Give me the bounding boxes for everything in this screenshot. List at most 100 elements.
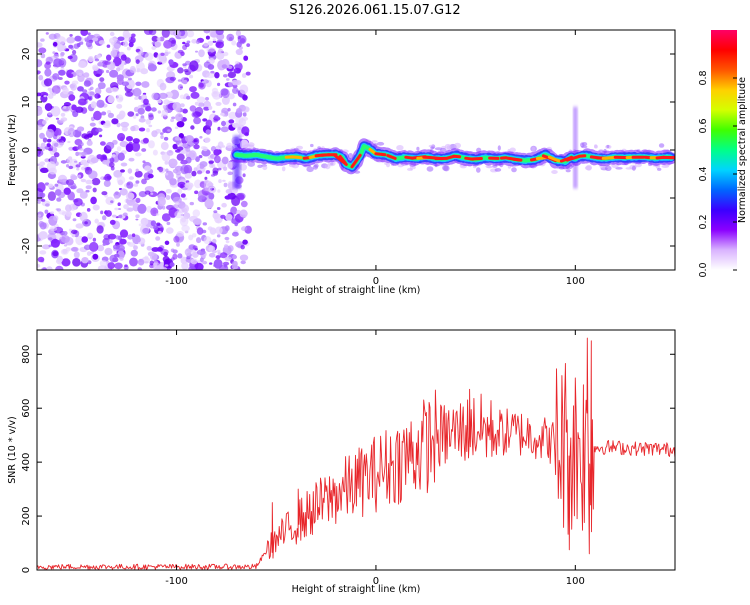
spectrogram-noise-blob [242,240,248,245]
spectrogram-noise-blob [240,210,248,218]
spectrogram-noise-blob [224,244,228,248]
spectrogram-halo-blob [566,169,571,172]
spectrogram-noise-blob [129,258,138,267]
spectrogram-noise-blob [146,128,150,132]
spectrogram-noise-blob [150,193,153,195]
spectrogram-noise-blob [34,59,43,67]
spectrogram-noise-blob [228,245,234,252]
spectrogram-noise-blob [80,191,88,199]
spectrogram-halo-blob [396,145,403,150]
spectrogram-noise-blob [118,153,125,161]
spectrogram-noise-blob [105,210,112,217]
spectrogram-noise-blob [87,32,91,35]
spectrogram-noise-blob [67,191,75,200]
spectrogram-noise-blob [164,260,171,265]
spectrogram-noise-blob [157,247,163,252]
spectrogram-noise-blob [214,72,219,78]
spectrogram-noise-blob [161,142,169,150]
spectrogram-noise-blob [47,139,51,143]
spectrogram-noise-blob [90,87,94,90]
spectrogram-noise-blob [186,96,190,100]
spectrogram-noise-blob [206,120,213,128]
spectrogram-noise-blob [175,113,183,121]
spectrogram-noise-blob [153,225,158,230]
spectrogram-noise-blob [141,148,146,152]
spectrogram-noise-blob [52,51,55,54]
spectrogram-noise-blob [120,169,125,172]
spectrogram-noise-blob [78,175,81,178]
colorbar-tick-label: 0.4 [698,166,709,181]
spectrogram-noise-blob [208,64,215,70]
spectrogram-noise-blob [136,237,141,242]
spectrogram-noise-blob [82,89,87,93]
spectrogram-noise-blob [192,111,201,118]
spectrogram-noise-blob [165,241,170,245]
spectrogram-noise-blob [138,51,144,56]
spectrogram-noise-blob [111,50,118,57]
spectrogram-noise-blob [223,74,228,77]
spectrogram-noise-blob [108,262,115,269]
spectrogram-noise-blob [223,52,228,56]
spectrogram-noise-blob [231,40,236,45]
spectrogram-noise-blob [209,253,216,258]
spectrogram-noise-blob [139,118,146,123]
spectrogram-noise-blob [180,95,185,99]
spectrogram-noise-blob [70,175,77,180]
spectrogram-noise-blob [88,170,97,179]
spectrogram-noise-blob [165,264,169,266]
spectrogram-noise-blob [151,107,157,111]
spectrogram-noise-blob [174,211,183,219]
spectrogram-noise-blob [164,52,169,56]
spectrogram-noise-blob [46,129,54,138]
spectrogram-noise-blob [173,31,182,37]
spectrogram-noise-blob [68,94,75,101]
spectrogram-noise-blob [217,127,220,131]
spectrogram-noise-blob [109,240,113,244]
spectrogram-halo-blob [445,144,451,149]
spectrogram-noise-blob [37,201,40,204]
spectrogram-noise-blob [90,197,97,205]
spectrogram-noise-blob [171,249,175,253]
spectrogram-noise-blob [207,47,216,53]
spectrogram-noise-blob [122,81,129,86]
spectrogram-noise-blob [121,54,127,60]
spectrogram-noise-blob [103,177,107,180]
spectrogram-noise-blob [73,218,77,221]
spectrogram-noise-blob [218,49,223,54]
spectrogram-noise-blob [121,163,128,167]
spectrogram-noise-blob [190,202,194,205]
spectrogram-noise-blob [236,108,242,113]
spectrogram-noise-blob [39,161,45,165]
spectrogram-noise-blob [87,140,93,146]
spectrogram-noise-blob [244,132,249,136]
spectrogram-halo-blob [657,168,661,171]
spectrogram-noise-blob [213,168,219,174]
spectrogram-noise-blob [242,106,249,112]
spectrogram-y-tick-label: 0 [21,147,32,153]
spectrogram-noise-blob [227,172,233,176]
spectrogram-noise-blob [45,117,49,121]
spectrogram-noise-blob [167,222,171,225]
spectrogram-noise-blob [81,133,88,138]
spectrogram-noise-blob [190,125,194,129]
spectrogram-noise-blob [106,176,111,180]
spectrogram-noise-blob [242,117,248,121]
spectrogram-halo-blob [310,144,314,147]
spectrogram-noise-blob [221,121,226,126]
spectrogram-noise-blob [97,62,103,66]
spectrogram-noise-blob [53,58,62,67]
spectrogram-noise-blob [232,261,238,268]
spectrogram-noise-blob [148,64,157,71]
spectrogram-noise-blob [114,208,118,211]
spectrogram-noise-blob [162,128,166,133]
spectrogram-noise-blob [228,108,231,112]
spectrogram-noise-blob [107,65,111,69]
spectrogram-noise-blob [185,249,192,256]
spectrogram-halo-blob [594,145,598,149]
spectrogram-noise-blob [146,106,152,112]
spectrogram-noise-blob [185,135,194,142]
spectrogram-halo-blob [476,167,481,173]
spectrogram-noise-blob [177,189,182,195]
spectrogram-noise-blob [143,99,149,105]
